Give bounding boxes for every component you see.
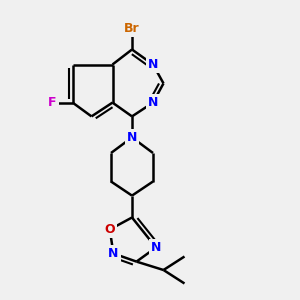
Text: F: F: [48, 96, 57, 109]
Text: N: N: [151, 241, 161, 254]
Text: Br: Br: [124, 22, 140, 35]
Text: N: N: [127, 131, 137, 144]
Text: N: N: [148, 58, 158, 71]
Text: N: N: [108, 247, 118, 260]
Text: O: O: [104, 223, 115, 236]
Text: N: N: [148, 96, 158, 109]
